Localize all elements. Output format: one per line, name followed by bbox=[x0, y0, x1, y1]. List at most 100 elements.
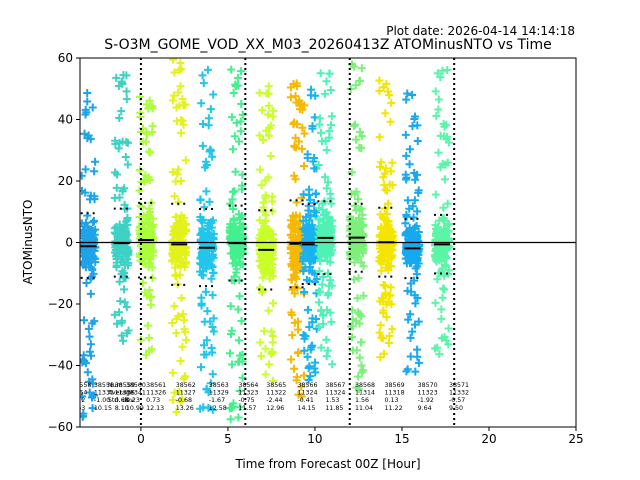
data-point bbox=[435, 255, 444, 264]
data-point bbox=[268, 230, 277, 239]
data-point bbox=[320, 173, 329, 182]
data-point bbox=[234, 210, 243, 219]
data-point bbox=[269, 106, 278, 115]
data-point bbox=[202, 336, 211, 345]
annotation-value: 11332 bbox=[449, 390, 469, 397]
data-point bbox=[294, 348, 303, 357]
data-point bbox=[123, 138, 132, 147]
data-point bbox=[348, 333, 357, 342]
data-point bbox=[83, 222, 92, 231]
data-point bbox=[87, 255, 96, 264]
scatter-group bbox=[314, 69, 337, 369]
annotation-value: 8.63 bbox=[71, 405, 85, 412]
data-point bbox=[352, 135, 361, 144]
data-point bbox=[300, 334, 309, 343]
data-point bbox=[357, 132, 366, 141]
data-point bbox=[431, 239, 440, 248]
data-point bbox=[226, 223, 235, 232]
data-point bbox=[413, 137, 422, 146]
data-point bbox=[143, 249, 152, 258]
data-point bbox=[261, 193, 270, 202]
data-point bbox=[386, 167, 395, 176]
annotation-value: 9.64 bbox=[418, 405, 432, 412]
data-point bbox=[85, 347, 94, 356]
data-point bbox=[196, 363, 205, 372]
data-point bbox=[146, 148, 155, 157]
stats-legend-text: 38560 bbox=[126, 382, 146, 389]
data-point bbox=[388, 180, 397, 189]
data-point bbox=[310, 154, 319, 163]
data-point bbox=[326, 248, 335, 257]
data-point bbox=[444, 324, 453, 333]
data-point bbox=[353, 255, 362, 264]
data-point bbox=[383, 260, 392, 269]
annotation-value: 11329 bbox=[209, 390, 229, 397]
data-point bbox=[413, 345, 422, 354]
data-point bbox=[379, 173, 388, 182]
data-point bbox=[438, 293, 447, 302]
data-point bbox=[208, 405, 217, 414]
data-point bbox=[181, 156, 190, 165]
data-point bbox=[327, 199, 336, 208]
data-point bbox=[379, 306, 388, 315]
data-point bbox=[292, 376, 301, 385]
data-point bbox=[268, 192, 277, 201]
data-point bbox=[377, 158, 386, 167]
data-point bbox=[382, 79, 391, 88]
data-point bbox=[170, 302, 179, 311]
data-point bbox=[200, 317, 209, 326]
data-point bbox=[257, 225, 266, 234]
data-point bbox=[86, 274, 95, 283]
data-point bbox=[376, 321, 385, 330]
data-point bbox=[84, 324, 93, 333]
data-point bbox=[144, 333, 153, 342]
annotation-value: 38567 bbox=[325, 382, 345, 389]
data-point bbox=[145, 286, 154, 295]
data-point bbox=[413, 170, 422, 179]
data-point bbox=[172, 408, 181, 417]
data-point bbox=[303, 352, 312, 361]
data-point bbox=[135, 186, 144, 195]
data-point bbox=[256, 253, 265, 262]
data-point bbox=[411, 367, 420, 376]
data-point bbox=[287, 308, 296, 317]
data-point bbox=[327, 317, 336, 326]
data-point bbox=[381, 289, 390, 298]
data-point bbox=[86, 249, 95, 258]
data-point bbox=[319, 234, 328, 243]
data-point bbox=[204, 121, 213, 130]
data-point bbox=[406, 352, 415, 361]
data-point bbox=[178, 116, 187, 125]
data-point bbox=[148, 274, 157, 283]
data-point bbox=[112, 183, 121, 192]
annotation-value: 11.85 bbox=[325, 405, 343, 412]
data-point bbox=[323, 291, 332, 300]
data-point bbox=[257, 181, 266, 190]
data-point bbox=[199, 271, 208, 280]
data-point bbox=[431, 87, 440, 96]
annotation-value: -2.44 bbox=[266, 397, 282, 404]
data-point bbox=[402, 95, 411, 104]
data-point bbox=[319, 273, 328, 282]
data-point bbox=[176, 356, 185, 365]
data-point bbox=[173, 219, 182, 228]
annotation-value: 1.56 bbox=[355, 397, 369, 404]
data-point bbox=[268, 348, 277, 357]
stats-legend-text: Num bbox=[108, 382, 123, 389]
data-point bbox=[306, 372, 315, 381]
data-point bbox=[441, 254, 450, 263]
data-point bbox=[260, 327, 269, 336]
scatter-group bbox=[135, 92, 158, 359]
data-point bbox=[384, 339, 393, 348]
data-point bbox=[440, 216, 449, 225]
data-point bbox=[409, 213, 418, 222]
data-point bbox=[234, 413, 243, 422]
annotation-value: -0.41 bbox=[298, 397, 314, 404]
data-point bbox=[351, 120, 360, 129]
data-point bbox=[323, 346, 332, 355]
data-point bbox=[411, 299, 420, 308]
data-point bbox=[142, 350, 151, 359]
